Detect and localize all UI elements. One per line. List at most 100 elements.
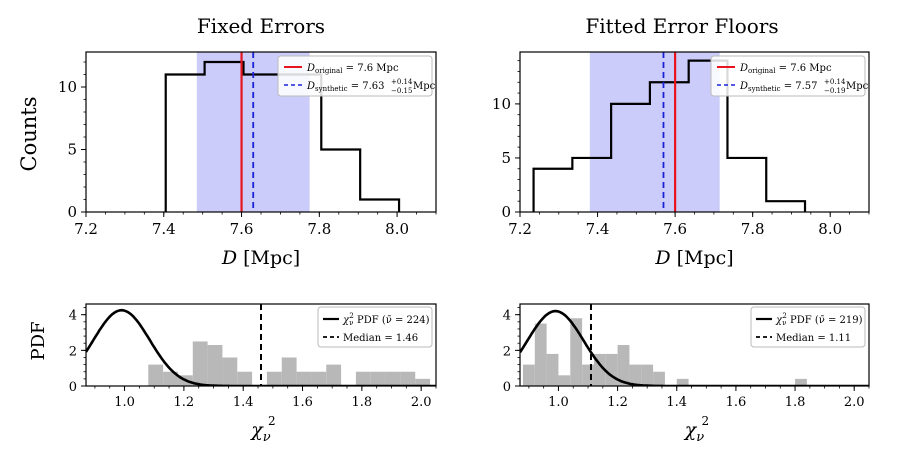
legend-lower-error: −0.19	[824, 87, 845, 95]
x-axis-label-exponent: 2	[702, 414, 710, 428]
legend-label-median: Median = 1.46	[343, 333, 418, 344]
chi2-histogram-bar	[326, 364, 342, 386]
x-axis-label: χν	[683, 419, 705, 445]
axes-frame	[85, 303, 437, 387]
chi2-histogram-bar	[676, 378, 689, 386]
chi2-histogram-bar	[653, 371, 665, 386]
chi2-histogram-bar	[546, 353, 559, 386]
x-tick-label: 7.2	[74, 220, 98, 238]
chi2-histogram-bar	[570, 318, 583, 386]
x-tick-label: 8.0	[818, 220, 842, 238]
panel-title-fitted-error-floors: Fitted Error Floors	[585, 14, 778, 38]
legend-label-median: Median = 1.11	[776, 333, 851, 344]
x-axis-label-exponent: 2	[268, 414, 276, 428]
x-tick-label: 1.0	[548, 395, 569, 410]
chi2-histogram-bar	[605, 353, 618, 386]
panel-fitted-error-floors: 7.2 7.4 7.6 7.8 8.0 0 5 10 D [Mpc] Doriginal = 7.…	[492, 51, 870, 269]
panel-title-fixed-errors: Fixed Errors	[197, 14, 325, 38]
chi2-histogram-bar	[629, 364, 642, 386]
x-tick-label: 1.4	[233, 395, 254, 410]
legend-upper-error: +0.14	[824, 78, 846, 86]
y-tick-label: 10	[58, 78, 77, 96]
y-tick-label: 4	[69, 309, 77, 324]
chi2-histogram-bar	[296, 371, 312, 386]
panel-fixed-errors: 7.2 7.4 7.6 7.8 8.0 0 5 10 D [Mpc] Doriginal = 7.…	[58, 51, 437, 269]
chi2-histogram-bar	[582, 364, 594, 386]
legend-unit: Mpc	[413, 81, 436, 92]
y-tick-label: 0	[503, 380, 511, 395]
legend-box	[710, 55, 866, 97]
chi2-pdf-curve	[86, 308, 436, 386]
ylabel-pdf: PDF	[28, 321, 49, 360]
x-tick-label: 1.2	[174, 395, 195, 410]
x-tick-label: 2.0	[411, 395, 432, 410]
x-axis-label: D [Mpc]	[654, 247, 733, 269]
x-tick-label: 1.0	[114, 395, 135, 410]
x-axis-label: D [Mpc]	[221, 247, 300, 269]
chi2-histogram-bar	[641, 364, 654, 386]
x-tick-label: 7.6	[663, 220, 687, 238]
x-tick-label: 1.8	[352, 395, 373, 410]
x-axis-label: χν	[249, 419, 271, 445]
chi2-histogram-bar	[222, 357, 238, 386]
y-tick-label: 4	[503, 309, 511, 324]
x-tick-label: 7.8	[741, 220, 765, 238]
x-tick-label: 8.0	[385, 220, 409, 238]
y-tick-label: 2	[503, 344, 511, 359]
chi2-pdf-curve	[520, 309, 869, 386]
x-tick-label: 7.8	[307, 220, 331, 238]
y-tick-label: 5	[67, 141, 77, 159]
chi2-histogram-bar	[266, 371, 282, 386]
legend-lower-error: −0.15	[391, 87, 412, 95]
chi2-histogram-bar	[281, 357, 297, 386]
chi2-histogram-bar	[400, 371, 416, 386]
y-tick-label: 0	[69, 380, 77, 395]
legend-label-synthetic: Dsynthetic = 7.57	[739, 81, 818, 93]
legend-label-original: Doriginal = 7.6 Mpc	[739, 63, 832, 75]
histogram-step	[532, 59, 807, 212]
chi2-histogram-bar	[148, 364, 164, 386]
legend-label-pdf: χν2 PDF (ν̄ = 219)	[775, 312, 863, 327]
confidence-band	[589, 52, 720, 212]
legend-upper-error: +0.14	[391, 78, 413, 86]
x-tick-label: 1.6	[292, 395, 313, 410]
chi2-histogram-bar	[355, 371, 371, 386]
chi2-histogram-bar	[385, 371, 401, 386]
x-tick-label: 7.4	[152, 220, 176, 238]
x-tick-label: 1.8	[785, 395, 806, 410]
chi2-histogram-bar	[415, 378, 431, 386]
x-tick-label: 1.4	[666, 395, 687, 410]
chi2-histogram-bar	[558, 375, 571, 386]
y-tick-label: 2	[69, 344, 77, 359]
legend-unit: Mpc	[846, 81, 869, 92]
chi2-histogram-bar	[207, 345, 223, 386]
y-tick-label: 5	[501, 149, 511, 167]
x-tick-label: 7.4	[586, 220, 610, 238]
legend-box	[277, 55, 433, 97]
x-tick-label: 7.2	[508, 220, 532, 238]
x-tick-label: 1.6	[726, 395, 747, 410]
chi2-histogram-bar	[795, 378, 807, 386]
legend-label-synthetic: Dsynthetic = 7.63	[306, 81, 385, 93]
chi2-histogram-bar	[534, 323, 547, 386]
axes-frame	[519, 303, 870, 387]
legend-label-pdf: χν2 PDF (ν̄ = 224)	[342, 312, 430, 327]
chi2-histogram-bar	[593, 353, 606, 386]
y-tick-label: 0	[67, 203, 77, 221]
chi2-histogram-bar	[192, 341, 208, 386]
legend-label-original: Doriginal = 7.6 Mpc	[306, 63, 399, 75]
legend-box	[750, 306, 866, 348]
chi2-histogram-bar	[617, 345, 630, 386]
chi2-histogram-bar	[237, 371, 253, 386]
ylabel-counts: Counts	[17, 97, 41, 172]
legend-box	[317, 306, 433, 348]
chi2-histogram-bar	[522, 364, 535, 386]
x-tick-label: 1.2	[607, 395, 628, 410]
y-tick-label: 0	[501, 203, 511, 221]
x-tick-label: 2.0	[844, 395, 865, 410]
x-tick-label: 7.6	[230, 220, 254, 238]
y-tick-label: 10	[492, 95, 511, 113]
